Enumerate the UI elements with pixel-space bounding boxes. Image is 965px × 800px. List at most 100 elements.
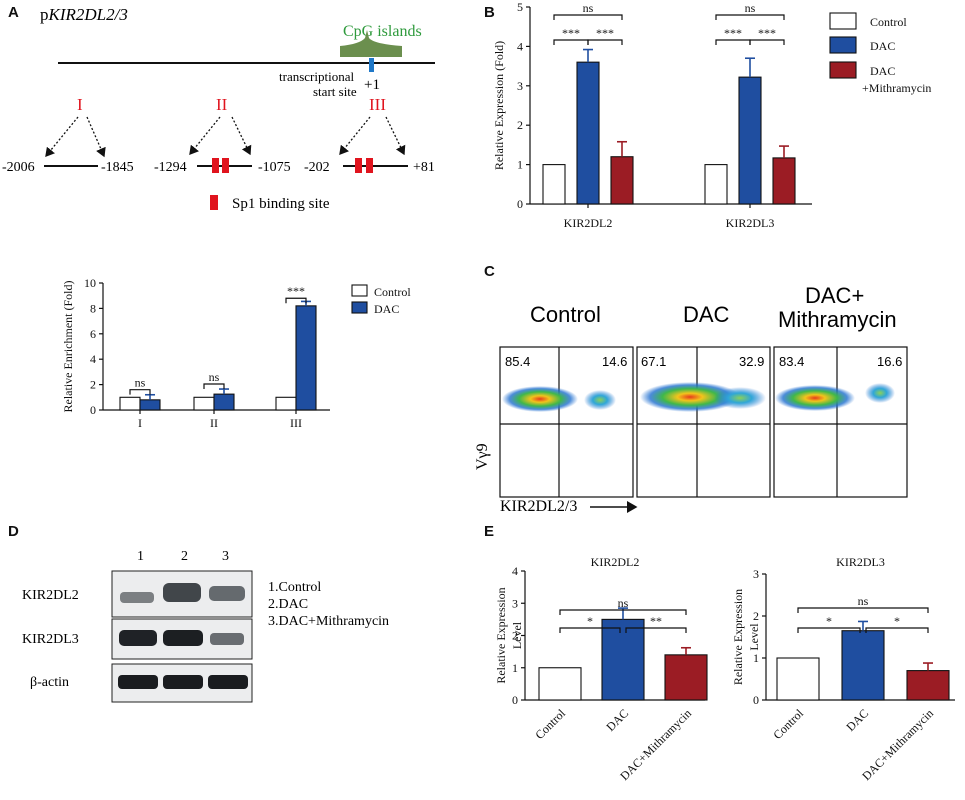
region-i-numeral: I: [77, 95, 83, 114]
flow-plot-dac: 67.1 32.9: [636, 346, 771, 498]
cell-population: [714, 387, 766, 409]
y-axis-label: Relative Enrichment (Fold): [61, 281, 75, 413]
bar: [275, 396, 297, 411]
x-tick-label: II: [210, 416, 218, 430]
y-axis-label: Relative Expression (Fold): [492, 41, 506, 170]
flow-title-dacplus: DAC+: [805, 283, 864, 308]
region-i-arrow-left: [45, 116, 79, 158]
cell-population: [775, 385, 855, 411]
significance-bracket: [587, 39, 623, 45]
legend-swatch-dac: [351, 301, 368, 314]
bar: [119, 396, 141, 411]
flow-title-dac: DAC: [683, 302, 730, 327]
x-tick-label: KIR2DL3: [726, 216, 775, 230]
blot-legend-item: 3.DAC+Mithramycin: [268, 614, 389, 629]
flow-plot-dac-mithramycin: 83.4 16.6: [773, 346, 908, 498]
significance-label: ns: [135, 376, 146, 390]
flow-y-label: Vγ9: [474, 443, 491, 470]
legend-swatch-mithramycin: [829, 61, 857, 79]
flow-title-control: Control: [530, 302, 601, 327]
blot-band: [119, 630, 157, 646]
significance-bracket: [797, 627, 861, 633]
significance-bracket: [553, 14, 623, 20]
y-tick-label: 0: [517, 197, 523, 211]
flow-frame: [773, 346, 908, 498]
blot-row-label: KIR2DL2: [22, 588, 79, 603]
significance-label: ***: [758, 26, 776, 40]
significance-label: ***: [562, 26, 580, 40]
region-i-arrow-right: [86, 116, 106, 158]
x-tick-label: DAC+Mithramycin: [859, 706, 936, 783]
quadrant-percent: 67.1: [641, 354, 666, 369]
expression-chart: 0 1 2 3 4 5 Relative Expression (Fold) KIR2DL2 K…: [492, 0, 931, 230]
region-ii-arrow-left: [189, 116, 221, 156]
significance-label: *: [826, 614, 832, 628]
legend-swatch-control: [829, 12, 857, 30]
bar: [738, 76, 762, 205]
bar: [139, 399, 161, 411]
significance-label: ns: [618, 596, 629, 610]
sp1-legend-swatch: [210, 195, 218, 210]
cpg-islands-label: CpG islands: [343, 23, 422, 40]
cell-population: [640, 382, 740, 412]
x-tick-label: I: [138, 416, 142, 430]
kir2dl2-level-chart: 0 1 2 3 4 Relative Expression Level KIR2DL2 Cont…: [494, 555, 708, 783]
y-tick-label: 4: [90, 352, 96, 366]
blot-band: [210, 633, 244, 645]
panel-d-label: D: [8, 523, 19, 540]
panel-c-label: C: [484, 263, 495, 280]
panel-b-label: B: [484, 4, 495, 21]
bar: [193, 396, 215, 411]
y-axis-label: Level: [510, 621, 524, 649]
blot-band: [118, 675, 158, 689]
significance-bracket: [797, 607, 929, 613]
significance-bracket: [553, 39, 589, 45]
significance-bracket: [559, 627, 621, 633]
bar: [295, 305, 317, 411]
bar: [704, 164, 728, 205]
sp1-site: [355, 158, 362, 173]
tss-label-1: transcriptional: [279, 69, 354, 84]
y-tick-label: 2: [90, 378, 96, 392]
x-tick-label: III: [290, 416, 302, 430]
flow-plot-control: 85.4 14.6: [499, 346, 634, 498]
region-iii-arrow-left: [339, 116, 371, 156]
y-axis-label: Level: [747, 623, 761, 651]
cpg-island-shape: [340, 30, 402, 57]
tss-marker: [369, 58, 374, 72]
legend-swatch-dac: [829, 36, 857, 54]
flow-x-label: KIR2DL2/3: [500, 498, 577, 515]
significance-bracket: [715, 14, 785, 20]
significance-bracket: [129, 389, 151, 395]
bar: [610, 156, 634, 205]
flow-frame: [499, 346, 634, 498]
quadrant-percent: 16.6: [877, 354, 902, 369]
significance-bracket: [559, 609, 687, 615]
bar: [776, 657, 820, 701]
y-tick-label: 3: [517, 79, 523, 93]
bar: [841, 630, 885, 701]
tss-label-2: start site: [313, 84, 357, 99]
x-tick-label: DAC: [603, 706, 631, 734]
significance-label: ***: [724, 26, 742, 40]
y-tick-label: 4: [512, 564, 518, 578]
bar: [772, 157, 796, 205]
blot-band: [163, 675, 203, 689]
x-tick-label: Control: [770, 706, 806, 742]
bar: [576, 61, 600, 205]
sp1-site: [212, 158, 219, 173]
region-iii-arrow-right: [385, 116, 406, 156]
significance-label: *: [587, 614, 593, 628]
x-tick-label: KIR2DL2: [564, 216, 613, 230]
blot-band: [120, 592, 154, 603]
y-axis-label: Relative Expression: [494, 587, 508, 683]
y-tick-label: 3: [512, 596, 518, 610]
significance-bracket: [203, 383, 225, 389]
chart-title: KIR2DL2: [591, 555, 640, 569]
region-ii-numeral: II: [216, 95, 228, 114]
y-tick-label: 2: [753, 609, 759, 623]
lane-number: 3: [222, 549, 229, 564]
legend-label: Control: [870, 15, 907, 29]
